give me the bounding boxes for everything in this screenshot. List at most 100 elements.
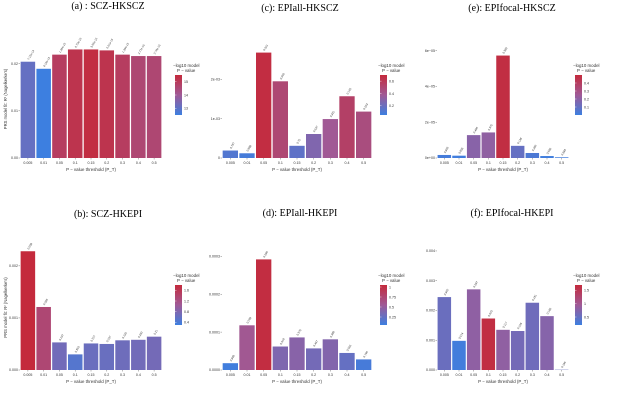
bar-data-label: 0.574 (457, 331, 464, 339)
bar (496, 329, 510, 370)
bar-data-label: 0.380 (501, 46, 508, 54)
bar-data-label: 0.537 (312, 125, 319, 133)
y-tick-label: 2e−05 (425, 120, 435, 124)
y-tick-label: 0 (218, 156, 220, 160)
bar (256, 259, 272, 370)
x-tick-label: 0.05 (260, 373, 267, 377)
y-tick-label: 0.0002 (209, 292, 220, 296)
chart-panel-4: (b): SCZ-HKEPI 0.000 0.001 0.002 PRS model f… (3, 209, 200, 384)
legend-tick-label: 0.8 (184, 310, 189, 314)
y-tick-label: 0.0000 (209, 368, 220, 372)
bar (437, 154, 452, 158)
bar-data-label: 0.263 (362, 102, 369, 110)
x-tick-label: 0.4 (545, 161, 550, 165)
bar (67, 354, 83, 370)
x-tick-label: 0.15 (88, 373, 95, 377)
bar (322, 119, 338, 158)
y-tick-label: 0.000 (426, 368, 435, 372)
y-axis-label: PRS model fit: R² (Nagelkerke's) (3, 277, 8, 338)
x-tick-label: 0.4 (136, 373, 141, 377)
bar (115, 340, 130, 370)
bar (131, 56, 146, 158)
bar (481, 318, 496, 370)
bar-data-label: 0.331 (329, 110, 336, 118)
bar (554, 157, 569, 158)
y-tick-label: 0.000 (9, 368, 18, 372)
bar (356, 359, 372, 370)
bar-data-label: 0.462 (443, 288, 450, 296)
bar (52, 342, 67, 370)
y-tick-label: 0.004 (426, 249, 435, 253)
y-tick-label: 0.003 (426, 279, 435, 283)
y-tick-label: 0.01 (11, 109, 18, 113)
bar-data-label: 0.419 (279, 337, 286, 345)
legend-title: −log10 model (378, 63, 405, 68)
x-tick-label: 0.2 (311, 373, 316, 377)
bar (67, 49, 83, 158)
x-tick-label: 0.4 (345, 161, 350, 165)
x-tick-label: 0.005 (226, 161, 235, 165)
x-tick-label: 0.3 (530, 161, 535, 165)
x-tick-label: 0.1 (278, 161, 283, 165)
bar (525, 152, 540, 158)
legend-tick-label: 14 (184, 93, 188, 97)
bar-data-label: 0.375 (487, 123, 494, 131)
chart-panel-3: (e): EPIfocal-HKSCZ 0e+00 2e−05 4e−05 6e−05 0… (425, 3, 600, 172)
bar (239, 153, 255, 158)
bar (222, 363, 238, 370)
legend-subtitle: P − value (577, 68, 596, 73)
x-axis-label: P − value threshold (P_T) (478, 379, 528, 384)
bar-data-label: 0.399 (329, 330, 336, 338)
bar-data-label: 0.050 (279, 72, 286, 80)
legend-title: −log10 model (173, 63, 200, 68)
bar-data-label: 0.159 (516, 322, 523, 330)
legend-tick-label: 15 (184, 80, 188, 84)
y-tick-label: 0.002 (9, 264, 18, 268)
bar (466, 135, 481, 158)
bar-data-label: 0.286 (531, 144, 538, 152)
legend-title: −log10 model (573, 273, 600, 278)
x-tick-label: 0.05 (470, 161, 477, 165)
bar-data-label: 6.70e-16 (74, 36, 83, 48)
x-tick-label: 0.05 (56, 373, 63, 377)
x-tick-label: 0.01 (244, 161, 251, 165)
bar (540, 156, 554, 158)
bar (306, 134, 322, 158)
y-tick-label: 2e-03 (211, 78, 220, 82)
bar-data-label: 0.008 (26, 242, 33, 250)
bar (540, 316, 554, 370)
bar-data-label: 0.805 (443, 146, 450, 154)
bar-data-label: 0.165 (345, 87, 352, 95)
bar (115, 54, 130, 158)
y-tick-label: 0.02 (11, 62, 18, 66)
bar-data-label: 0.680 (545, 147, 552, 155)
bar (289, 145, 305, 158)
bar-data-label: 0.350 (74, 345, 81, 353)
x-tick-label: 0.005 (440, 161, 449, 165)
x-tick-label: 0.01 (456, 161, 463, 165)
y-tick-label: 0.0001 (209, 330, 220, 334)
bar-data-label: 1.35e-15 (58, 42, 67, 54)
bar-data-label: 0.848 (229, 354, 236, 362)
bar (339, 352, 355, 370)
legend-tick-label: 0.5 (584, 315, 589, 319)
x-axis-label: P − value threshold (P_T) (478, 167, 528, 172)
bar-data-label: 0.566 (345, 344, 352, 352)
y-tick-label: 0.00 (11, 156, 18, 160)
chart-panel-2: (c): EPIall-HKSCZ 0 1e-03 2e-03 0.787 0.005 0.… (211, 3, 405, 172)
bar-data-label: 3.10e-13 (42, 56, 51, 68)
x-axis-label: P − value threshold (P_T) (272, 167, 322, 172)
bar (437, 297, 452, 370)
x-tick-label: 0.5 (152, 161, 157, 165)
x-tick-label: 0.2 (515, 161, 520, 165)
bar-data-label: 0.148 (516, 136, 523, 144)
x-tick-label: 0.3 (120, 161, 125, 165)
bar (452, 340, 466, 370)
legend-tick-label: 0.3 (584, 89, 589, 93)
bar (272, 81, 288, 158)
bar-data-label: 0.467 (312, 339, 319, 347)
